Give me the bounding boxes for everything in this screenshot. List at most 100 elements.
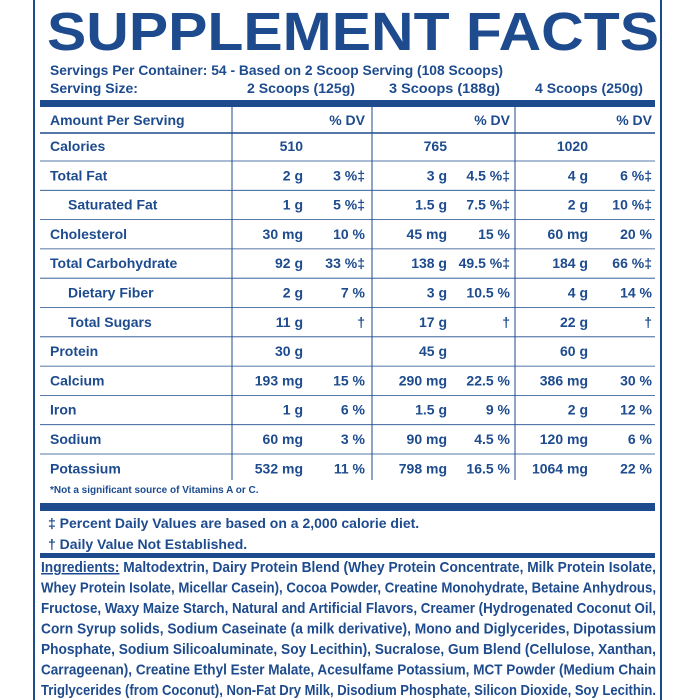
amount: 2 g	[568, 197, 588, 213]
amount: 60 mg	[263, 431, 303, 447]
daily-value: 7.5 %‡	[466, 197, 510, 213]
column-header: Amount Per Serving	[50, 112, 185, 128]
amount: 11 g	[276, 314, 303, 330]
amount: 4 g	[568, 285, 588, 301]
nutrient-name: Total Fat	[50, 167, 108, 183]
ingredients: Ingredients: Maltodextrin, Dairy Protein…	[41, 559, 656, 699]
amount: 90 mg	[407, 431, 447, 447]
nutrient-name: Saturated Fat	[68, 197, 158, 213]
amount: 4 g	[568, 167, 588, 183]
amount: 3 g	[427, 167, 447, 183]
nutrient-name: Total Sugars	[68, 314, 152, 330]
daily-value: 7 %	[341, 285, 366, 301]
nutrient-name: Potassium	[50, 460, 121, 476]
daily-value: 14 %	[620, 285, 652, 301]
amount: 17 g	[419, 314, 447, 330]
daily-value: 66 %‡	[612, 255, 652, 271]
daily-value: 6 %‡	[620, 167, 652, 183]
ingredients-line: Carrageenan), Creatine Ethyl Ester Malat…	[41, 662, 656, 679]
ingredients-text: Phosphate, Sodium Silicoaluminate, Soy L…	[41, 641, 656, 658]
amount: 60 mg	[548, 226, 588, 242]
daily-value: 16.5 %	[466, 460, 510, 476]
amount: 386 mg	[540, 372, 588, 388]
daily-value: 15 %	[478, 226, 510, 242]
footnote: *Not a significant source of Vitamins A …	[50, 485, 259, 496]
ingredients-text: Fructose, Waxy Maize Starch, Natural and…	[41, 600, 656, 617]
daily-value: 12 %	[620, 402, 652, 418]
nutrient-name: Calories	[50, 138, 105, 154]
amount: 120 mg	[540, 431, 588, 447]
daily-value: 4.5 %	[474, 431, 510, 447]
nutrient-name: Calcium	[50, 372, 104, 388]
daily-value: 3 %‡	[333, 167, 365, 183]
amount: 3 g	[427, 285, 447, 301]
serving-size: 2 Scoops (125g)	[247, 80, 355, 96]
amount: 30 mg	[263, 226, 303, 242]
daily-value: 4.5 %‡	[466, 167, 510, 183]
amount: 1064 mg	[532, 460, 588, 476]
daily-value: 22 %	[620, 460, 652, 476]
ingredients-text: Whey Protein Isolate, Micellar Casein), …	[41, 580, 656, 597]
amount: 92 g	[275, 255, 303, 271]
amount: 1 g	[283, 402, 303, 418]
amount: 60 g	[560, 343, 588, 359]
amount: 138 g	[411, 255, 447, 271]
amount: 1 g	[283, 197, 303, 213]
daily-value: 10.5 %	[466, 285, 510, 301]
daily-value: †	[502, 314, 510, 330]
column-header: % DV	[329, 112, 365, 128]
ingredients-line: Corn Syrup solids, Sodium Caseinate (a m…	[41, 621, 656, 638]
amount: 45 mg	[407, 226, 447, 242]
amount: 2 g	[568, 402, 588, 418]
thick-rule	[40, 100, 655, 107]
daily-value: †	[644, 314, 652, 330]
table: Amount Per Serving % DV % DV % DV Calories 51…	[40, 107, 655, 496]
amount: 798 mg	[399, 460, 447, 476]
nutrient-name: Iron	[50, 402, 76, 418]
daily-value: †	[357, 314, 365, 330]
amount: 45 g	[419, 343, 447, 359]
ingredients-text: Corn Syrup solids, Sodium Caseinate (a m…	[41, 621, 656, 638]
column-header: % DV	[616, 112, 652, 128]
daily-value: 33 %‡	[325, 255, 365, 271]
amount: 2 g	[283, 285, 303, 301]
serving-size: 3 Scoops (188g)	[389, 80, 500, 96]
ingredients-label: Ingredients:	[41, 559, 119, 576]
daily-value: 15 %	[333, 372, 365, 388]
nutrient-name: Cholesterol	[50, 226, 127, 242]
ingredients-line: Ingredients: Maltodextrin, Dairy Protein…	[41, 559, 656, 576]
amount: 532 mg	[255, 460, 303, 476]
ingredients-line: Whey Protein Isolate, Micellar Casein), …	[41, 580, 656, 597]
nutrient-name: Total Carbohydrate	[50, 255, 178, 271]
daily-value: 20 %	[620, 226, 652, 242]
amount: 510	[280, 138, 304, 154]
amount: 22 g	[560, 314, 588, 330]
note: ‡ Percent Daily Values are based on a 2,…	[48, 515, 419, 531]
amount: 1020	[557, 138, 588, 154]
nutrient-name: Dietary Fiber	[68, 285, 154, 301]
daily-value: 3 %	[341, 431, 366, 447]
amount: 184 g	[552, 255, 588, 271]
daily-value: 5 %‡	[333, 197, 365, 213]
ingredients-text: Triglycerides (from Coconut), Non-Fat Dr…	[41, 682, 656, 699]
daily-value: 9 %	[486, 402, 511, 418]
ingredients-line: Triglycerides (from Coconut), Non-Fat Dr…	[41, 682, 656, 699]
title: SUPPLEMENT FACTS	[47, 2, 659, 62]
daily-value: 10 %	[333, 226, 365, 242]
ingredients-line: Fructose, Waxy Maize Starch, Natural and…	[41, 600, 656, 617]
amount: 193 mg	[255, 372, 303, 388]
thick-rule	[40, 553, 655, 558]
ingredients-text: Maltodextrin, Dairy Protein Blend (Whey …	[119, 559, 656, 576]
daily-value: 49.5 %‡	[459, 255, 510, 271]
daily-value: 30 %	[620, 372, 652, 388]
note: † Daily Value Not Established.	[48, 536, 247, 552]
nutrient-name: Protein	[50, 343, 98, 359]
servings: Servings Per Container: 54 - Based on 2 …	[50, 62, 503, 78]
ingredients-text: Carrageenan), Creatine Ethyl Ester Malat…	[41, 662, 656, 679]
amount: 2 g	[283, 167, 303, 183]
column-header: % DV	[474, 112, 510, 128]
serving-size: 4 Scoops (250g)	[535, 80, 643, 96]
daily-value: 6 %	[628, 431, 653, 447]
